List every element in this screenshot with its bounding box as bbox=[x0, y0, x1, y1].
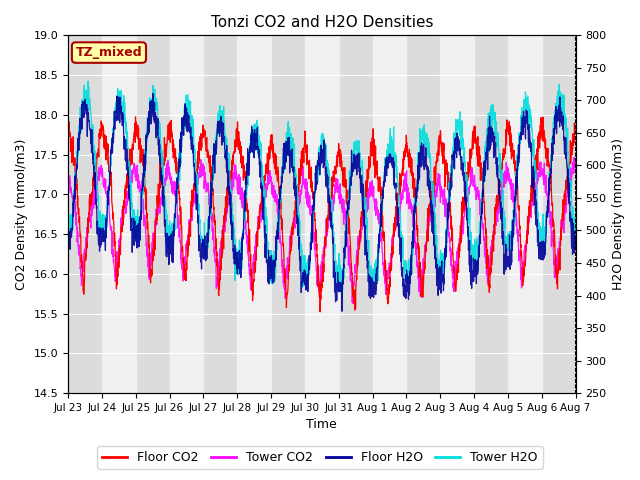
Bar bbox=[372, 36, 406, 393]
Y-axis label: CO2 Density (mmol/m3): CO2 Density (mmol/m3) bbox=[15, 139, 28, 290]
Bar bbox=[508, 36, 541, 393]
Bar bbox=[102, 36, 136, 393]
Y-axis label: H2O Density (mmol/m3): H2O Density (mmol/m3) bbox=[612, 138, 625, 290]
Legend: Floor CO2, Tower CO2, Floor H2O, Tower H2O: Floor CO2, Tower CO2, Floor H2O, Tower H… bbox=[97, 446, 543, 469]
Text: TZ_mixed: TZ_mixed bbox=[76, 46, 142, 59]
X-axis label: Time: Time bbox=[307, 419, 337, 432]
Bar bbox=[170, 36, 204, 393]
Bar bbox=[237, 36, 271, 393]
Bar bbox=[305, 36, 339, 393]
Title: Tonzi CO2 and H2O Densities: Tonzi CO2 and H2O Densities bbox=[211, 15, 433, 30]
Bar bbox=[440, 36, 474, 393]
